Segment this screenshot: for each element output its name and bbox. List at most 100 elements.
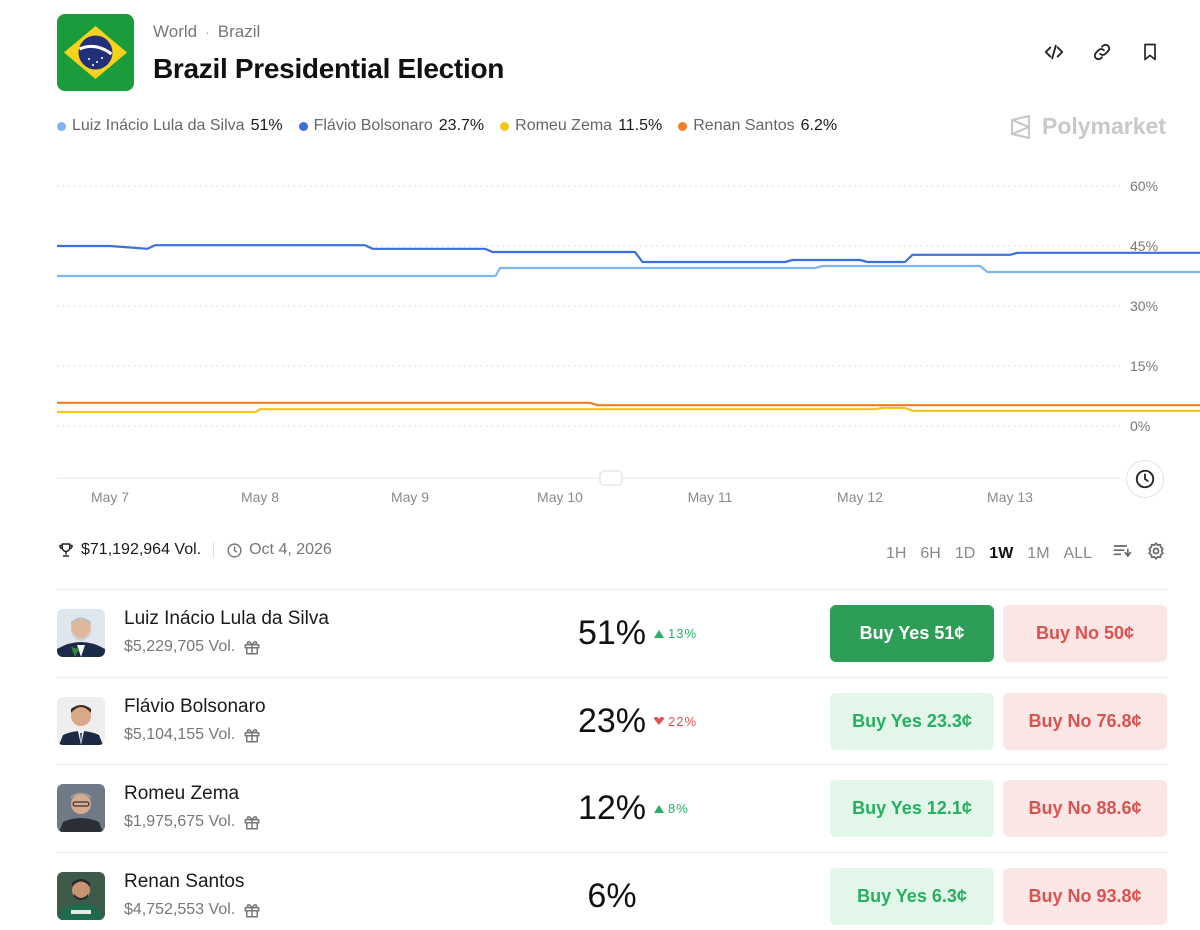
y-tick-label: 60% [1130,178,1158,194]
candidate-volume: $1,975,675 Vol. [124,813,261,831]
x-tick-label: May 9 [391,489,429,505]
candidate-volume-value: $5,229,705 Vol. [124,638,236,655]
range-1h[interactable]: 1H [885,544,907,562]
probability-change: 13% [654,626,697,641]
gift-icon[interactable] [243,813,261,831]
buy-no-label: Buy No [1028,710,1092,731]
candidate-name[interactable]: Renan Santos [124,870,245,892]
triangle-up-icon [654,804,664,813]
end-date-value: Oct 4, 2026 [249,541,332,558]
buy-yes-price: 6.3¢ [931,885,967,906]
probability-change-value: 8% [668,801,689,816]
trophy-icon [59,543,73,557]
legend-dot [298,121,308,131]
buy-yes-price: 51¢ [934,623,965,643]
buy-yes-button[interactable]: Buy Yes 6.3¢ [830,867,994,925]
legend-value: 23.7% [438,117,485,134]
series-line [57,406,1200,414]
legend-name: Romeu Zema [515,117,613,134]
series-line [57,244,1200,264]
link-icon[interactable] [1090,40,1114,64]
legend-name: Flávio Bolsonaro [313,117,433,134]
candidate-name[interactable]: Romeu Zema [124,783,240,804]
scroll-handle [599,470,623,486]
polymarket-logo-icon [1010,114,1031,139]
buy-no-button[interactable]: Buy No 50¢ [1003,605,1167,662]
buy-no-button[interactable]: Buy No 76.8¢ [1003,692,1167,750]
y-tick-label: 15% [1130,358,1158,374]
legend-dot [500,121,510,131]
x-tick-label: May 10 [537,489,583,505]
gift-icon[interactable] [243,901,261,919]
legend-dot [678,121,688,131]
range-1d[interactable]: 1D [954,544,976,562]
gift-icon[interactable] [243,726,261,744]
triangle-down-icon [654,717,664,725]
probability-change-value: 22% [668,713,698,729]
buy-yes-button[interactable]: Buy Yes 23.3¢ [830,692,994,750]
buy-no-price: 88.6¢ [1096,798,1142,818]
breadcrumb-brazil[interactable]: Brazil [217,22,261,41]
range-1w[interactable]: 1W [989,544,1014,562]
range-all[interactable]: ALL [1063,544,1092,562]
range-1m[interactable]: 1M [1027,544,1050,562]
gift-icon[interactable] [243,638,261,656]
buy-yes-button[interactable]: Buy Yes 51¢ [830,605,994,662]
legend-value: 51% [250,117,283,134]
buy-yes-label: Buy Yes [857,885,927,906]
avatar [57,871,105,920]
clock-icon[interactable] [1126,460,1164,498]
buy-yes-price: 23.3¢ [926,710,972,731]
header-actions [1042,40,1162,64]
avatar [57,609,105,657]
avatar [57,784,105,832]
candidate-volume: $4,752,553 Vol. [124,901,261,919]
market-stats: $71,192,964 Vol. Oct 4, 2026 [57,541,332,559]
x-tick-label: May 7 [91,489,129,505]
breadcrumb: World · Brazil [153,22,260,42]
legend-item: Romeu Zema 11.5% [500,117,662,135]
breadcrumb-world[interactable]: World [153,22,198,41]
sort-icon[interactable] [1112,541,1132,566]
clock-icon [227,542,242,558]
bookmark-icon[interactable] [1138,40,1162,64]
triangle-up-icon [654,629,664,638]
avatar [57,696,105,745]
polymarket-logo: Polymarket [1008,113,1166,140]
buy-yes-button[interactable]: Buy Yes 12.1¢ [830,780,994,837]
buy-yes-label: Buy Yes [852,798,922,818]
legend-item: Renan Santos 6.2% [678,117,837,135]
candidate-list: Luiz Inácio Lula da Silva $5,229,705 Vol… [57,589,1167,930]
brand-name: Polymarket [1041,113,1166,139]
candidate-volume-value: $4,752,553 Vol. [124,900,236,918]
probability-change-value: 13% [668,626,698,641]
chart-legend: Luiz Inácio Lula da Silva 51% Flávio Bol… [57,117,837,135]
buy-no-button[interactable]: Buy No 88.6¢ [1003,780,1167,837]
x-tick-label: May 12 [837,489,883,505]
candidate-row[interactable]: Flávio Bolsonaro $5,104,155 Vol. 23% 22%… [57,676,1167,765]
embed-code-icon[interactable] [1042,40,1066,64]
candidate-row[interactable]: Romeu Zema $1,975,675 Vol. 12% 8% Buy Ye… [57,764,1167,852]
candidate-row[interactable]: Luiz Inácio Lula da Silva $5,229,705 Vol… [57,589,1167,677]
buy-no-label: Buy No [1028,798,1092,818]
price-history-chart[interactable]: 60% 45% 30% 15% 0% May 7 May 8 May 9 May 10 May 1… [0,160,1200,520]
x-tick-label: May 8 [241,489,279,505]
candidate-row[interactable]: Renan Santos $4,752,553 Vol. 6% Buy Yes … [57,851,1167,930]
candidate-volume-value: $5,104,155 Vol. [124,725,236,743]
y-tick-label: 45% [1130,238,1158,254]
candidate-volume: $5,229,705 Vol. [124,638,261,656]
time-range-selector: 1H 6H 1D 1W 1M ALL [886,541,1166,566]
buy-yes-label: Buy Yes [852,710,922,731]
range-6h[interactable]: 6H [920,544,941,562]
divider [213,542,215,558]
breadcrumb-separator: · [205,24,210,40]
brazil-flag-icon [57,14,134,91]
legend-name: Renan Santos [693,117,795,134]
legend-value: 6.2% [800,117,838,134]
buy-no-button[interactable]: Buy No 93.8¢ [1003,867,1167,925]
buy-yes-price: 12.1¢ [926,798,972,818]
candidate-name[interactable]: Flávio Bolsonaro [124,695,266,717]
candidate-probability: 12% [577,789,647,827]
candidate-name[interactable]: Luiz Inácio Lula da Silva [124,608,329,629]
settings-gear-icon[interactable] [1146,541,1166,566]
